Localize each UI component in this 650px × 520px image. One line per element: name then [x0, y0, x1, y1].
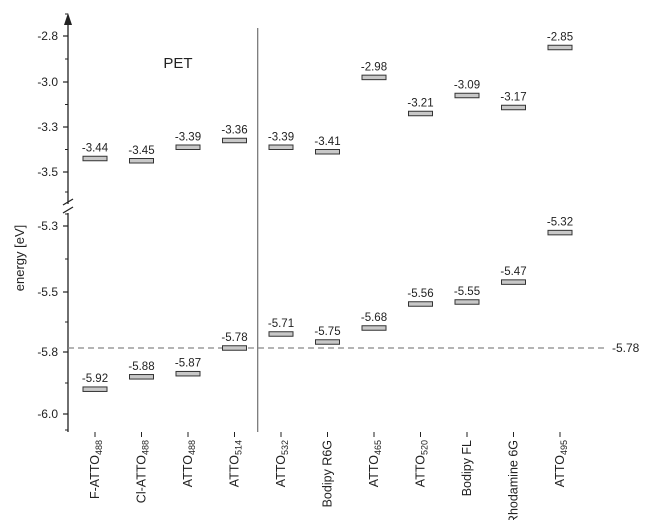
y-tick-label: -5.5	[37, 285, 58, 299]
lower-energy-level-bar	[222, 345, 247, 351]
category-label: ATTO532	[274, 440, 290, 487]
upper-energy-level-bar	[82, 155, 108, 162]
upper-energy-value-label: -3.39	[268, 131, 294, 143]
category-name: ATTO488	[181, 440, 197, 487]
lower-energy-value-label: -5.55	[454, 286, 480, 298]
category-name: ATTO495	[553, 440, 569, 487]
category-name: Bodipy FL	[460, 440, 474, 496]
lower-energy-level-bar	[547, 229, 573, 236]
upper-energy-level-bar	[222, 137, 247, 144]
category-subscript: 495	[559, 440, 569, 455]
category-label: ATTO520	[414, 440, 430, 487]
upper-energy-level-bar	[361, 74, 387, 81]
category-subscript: 520	[420, 440, 430, 455]
category-label: ATTO465	[367, 440, 383, 487]
reference-line-label: -5.78	[612, 341, 640, 355]
lower-energy-value-label: -5.78	[221, 332, 247, 344]
category-name: Bodipy R6G	[321, 440, 335, 507]
y-tick-label: -3.5	[37, 165, 58, 179]
category-name: ATTO532	[274, 440, 290, 487]
upper-energy-value-label: -3.17	[500, 92, 526, 104]
lower-energy-value-label: -5.75	[314, 326, 340, 338]
pet-annotation: PET	[163, 55, 192, 72]
category-name: ATTO520	[414, 440, 430, 487]
category-subscript: 465	[373, 440, 383, 455]
category-name: ATTO514	[228, 440, 244, 487]
lower-energy-value-label: -5.88	[128, 361, 154, 373]
category-label: ATTO514	[228, 440, 244, 487]
upper-energy-value-label: -3.45	[128, 145, 154, 157]
category-subscript: 488	[94, 440, 104, 455]
y-tick-label: -2.8	[37, 29, 58, 43]
category-label: Rhodamine 6G	[507, 440, 521, 520]
y-axis-label: energy [eV]	[12, 225, 27, 292]
upper-energy-level-bar	[315, 149, 340, 155]
axis-break-mark	[62, 206, 74, 214]
lower-energy-value-label: -5.92	[82, 373, 108, 385]
reference-line-group: -5.78	[68, 341, 640, 355]
upper-energy-value-label: -3.21	[407, 98, 433, 110]
category-label: Cl-ATTO488	[135, 440, 151, 503]
category-label: Bodipy FL	[460, 440, 474, 496]
y-axis-group: -2.8 -3.0 -3.3 -3.5 -5.3 -5.5 -5.8 -6.0	[37, 13, 74, 432]
lower-energy-value-label: -5.32	[547, 217, 573, 229]
upper-energy-value-label: -3.41	[314, 136, 340, 148]
category-label: ATTO495	[553, 440, 569, 487]
lower-energy-level-bar	[175, 370, 201, 377]
category-label: ATTO488	[181, 440, 197, 487]
lower-energy-level-bar	[501, 279, 526, 285]
upper-energy-level-bar	[501, 104, 526, 111]
category-subscript: 488	[141, 440, 151, 455]
lower-energy-level-bar	[268, 331, 294, 337]
upper-energy-level-bar	[268, 144, 294, 150]
lower-energy-level-bar	[315, 339, 340, 345]
y-tick-label: -5.3	[37, 219, 58, 233]
category-name: Cl-ATTO488	[135, 440, 151, 503]
category-label: Bodipy R6G	[321, 440, 335, 507]
y-tick-label: -3.3	[37, 120, 58, 134]
category-subscript: 514	[234, 440, 244, 455]
upper-energy-level-bar	[547, 44, 573, 51]
lower-energy-value-label: -5.56	[407, 288, 433, 300]
upper-energy-level-bar	[454, 92, 480, 99]
category-name: Rhodamine 6G	[507, 440, 521, 520]
category-subscript: 488	[187, 440, 197, 455]
upper-energy-value-label: -2.98	[361, 61, 387, 73]
lower-energy-level-bar	[361, 325, 387, 331]
upper-energy-value-label: -2.85	[547, 32, 573, 44]
category-label: F-ATTO488	[88, 440, 104, 499]
upper-energy-level-bar	[129, 158, 154, 164]
upper-energy-value-label: -3.39	[175, 131, 201, 143]
y-tick-label: -5.8	[37, 345, 58, 359]
y-tick-label: -6.0	[37, 407, 58, 421]
category-name: F-ATTO488	[88, 440, 104, 499]
upper-energy-value-label: -3.36	[221, 125, 247, 137]
lower-energy-value-label: -5.71	[268, 318, 294, 330]
upper-energy-value-label: -3.44	[82, 143, 109, 155]
lower-energy-level-bar	[408, 301, 433, 307]
upper-energy-value-label: -3.09	[454, 80, 480, 92]
upper-energy-level-bar	[175, 144, 201, 150]
axis-break-mark	[62, 198, 74, 206]
lower-energy-level-bar	[129, 374, 154, 380]
lower-energy-value-label: -5.47	[500, 266, 526, 278]
energy-levels-group: -3.44 -5.92 -3.45 -5.88 -3.39 -5.87 -3.36 -5.78…	[82, 32, 573, 392]
lower-energy-value-label: -5.87	[175, 358, 201, 370]
category-name: ATTO465	[367, 440, 383, 487]
lower-energy-value-label: -5.68	[361, 312, 387, 324]
y-axis-arrow	[64, 13, 72, 25]
category-labels-group: F-ATTO488 Cl-ATTO488 ATTO488 ATTO514 ATTO532…	[88, 432, 569, 520]
upper-energy-level-bar	[408, 110, 433, 117]
category-subscript: 532	[280, 440, 290, 455]
lower-energy-level-bar	[454, 299, 480, 305]
y-tick-label: -3.0	[37, 75, 58, 89]
lower-energy-level-bar	[82, 386, 108, 392]
